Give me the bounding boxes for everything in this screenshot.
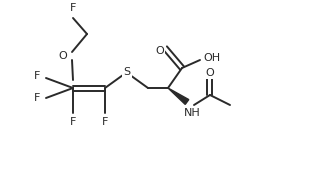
Text: O: O	[206, 68, 214, 78]
Text: F: F	[33, 71, 40, 81]
Text: F: F	[33, 93, 40, 103]
Polygon shape	[168, 88, 189, 104]
Text: F: F	[70, 117, 76, 127]
Text: O: O	[156, 46, 164, 56]
Text: OH: OH	[203, 53, 220, 63]
Text: F: F	[70, 3, 76, 13]
Text: O: O	[58, 51, 67, 61]
Text: S: S	[123, 67, 130, 77]
Text: NH: NH	[184, 108, 200, 118]
Text: F: F	[102, 117, 108, 127]
